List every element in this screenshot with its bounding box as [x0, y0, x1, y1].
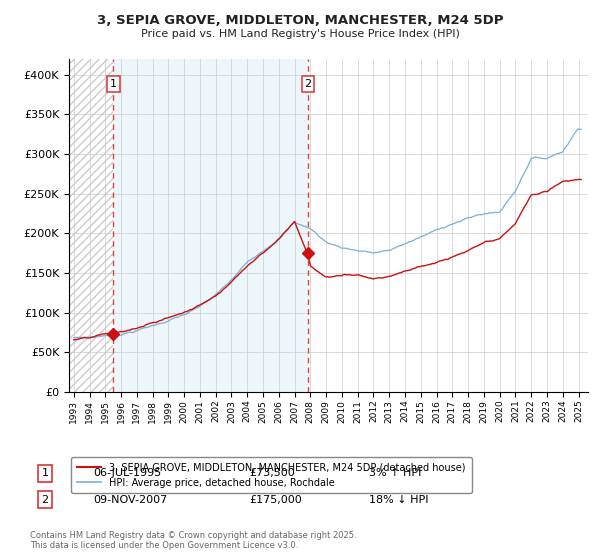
Text: £175,000: £175,000 [249, 494, 302, 505]
Legend: 3, SEPIA GROVE, MIDDLETON, MANCHESTER, M24 5DP (detached house), HPI: Average pr: 3, SEPIA GROVE, MIDDLETON, MANCHESTER, M… [71, 457, 472, 493]
Text: Contains HM Land Registry data © Crown copyright and database right 2025.
This d: Contains HM Land Registry data © Crown c… [30, 530, 356, 550]
Text: 3% ↑ HPI: 3% ↑ HPI [369, 468, 421, 478]
Text: £73,500: £73,500 [249, 468, 295, 478]
Text: 2: 2 [305, 79, 312, 89]
Text: 06-JUL-1995: 06-JUL-1995 [93, 468, 161, 478]
Bar [69, 59, 113, 392]
Bar [113, 59, 308, 392]
Text: 18% ↓ HPI: 18% ↓ HPI [369, 494, 428, 505]
Text: Price paid vs. HM Land Registry's House Price Index (HPI): Price paid vs. HM Land Registry's House … [140, 29, 460, 39]
Text: 1: 1 [41, 468, 49, 478]
Text: 3, SEPIA GROVE, MIDDLETON, MANCHESTER, M24 5DP: 3, SEPIA GROVE, MIDDLETON, MANCHESTER, M… [97, 14, 503, 27]
Text: 1: 1 [110, 79, 117, 89]
Text: 2: 2 [41, 494, 49, 505]
Text: 09-NOV-2007: 09-NOV-2007 [93, 494, 167, 505]
